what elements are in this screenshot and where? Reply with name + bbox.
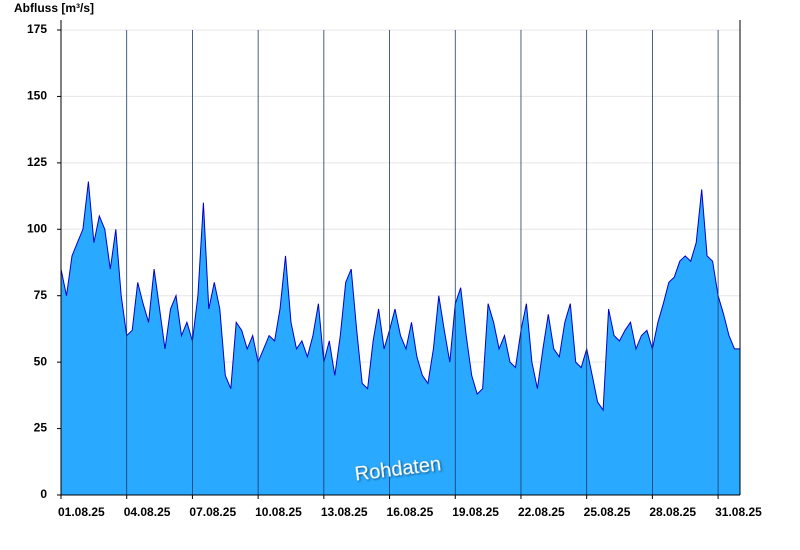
area: [61, 181, 740, 495]
y-tick-label: 150: [27, 89, 47, 103]
x-tick-label: 16.08.25: [387, 505, 434, 519]
area-line: [60, 181, 740, 412]
y-tick-label: 25: [34, 421, 48, 435]
y-tick-label: 50: [34, 354, 48, 368]
x-tick-label: 13.08.25: [321, 505, 368, 519]
x-tick-label: 28.08.25: [649, 505, 696, 519]
x-tick-label: 25.08.25: [584, 505, 631, 519]
x-tick-label: 04.08.25: [124, 505, 171, 519]
x-tick-label: 10.08.25: [255, 505, 302, 519]
y-tick-label: 125: [27, 155, 47, 169]
x-tick-label: 01.08.25: [58, 505, 105, 519]
x-tick-label: 22.08.25: [518, 505, 565, 519]
x-tick-label: 31.08.25: [715, 505, 762, 519]
x-tick-label: 19.08.25: [452, 505, 499, 519]
y-tick-label: 0: [40, 487, 47, 501]
y-tick-label: 100: [27, 221, 47, 235]
x-tick-label: 07.08.25: [189, 505, 236, 519]
y-tick-label: 75: [34, 288, 48, 302]
chart-title: Abfluss [m³/s]: [14, 1, 94, 15]
plot-area: [57, 20, 741, 499]
y-tick-label: 175: [27, 22, 47, 36]
